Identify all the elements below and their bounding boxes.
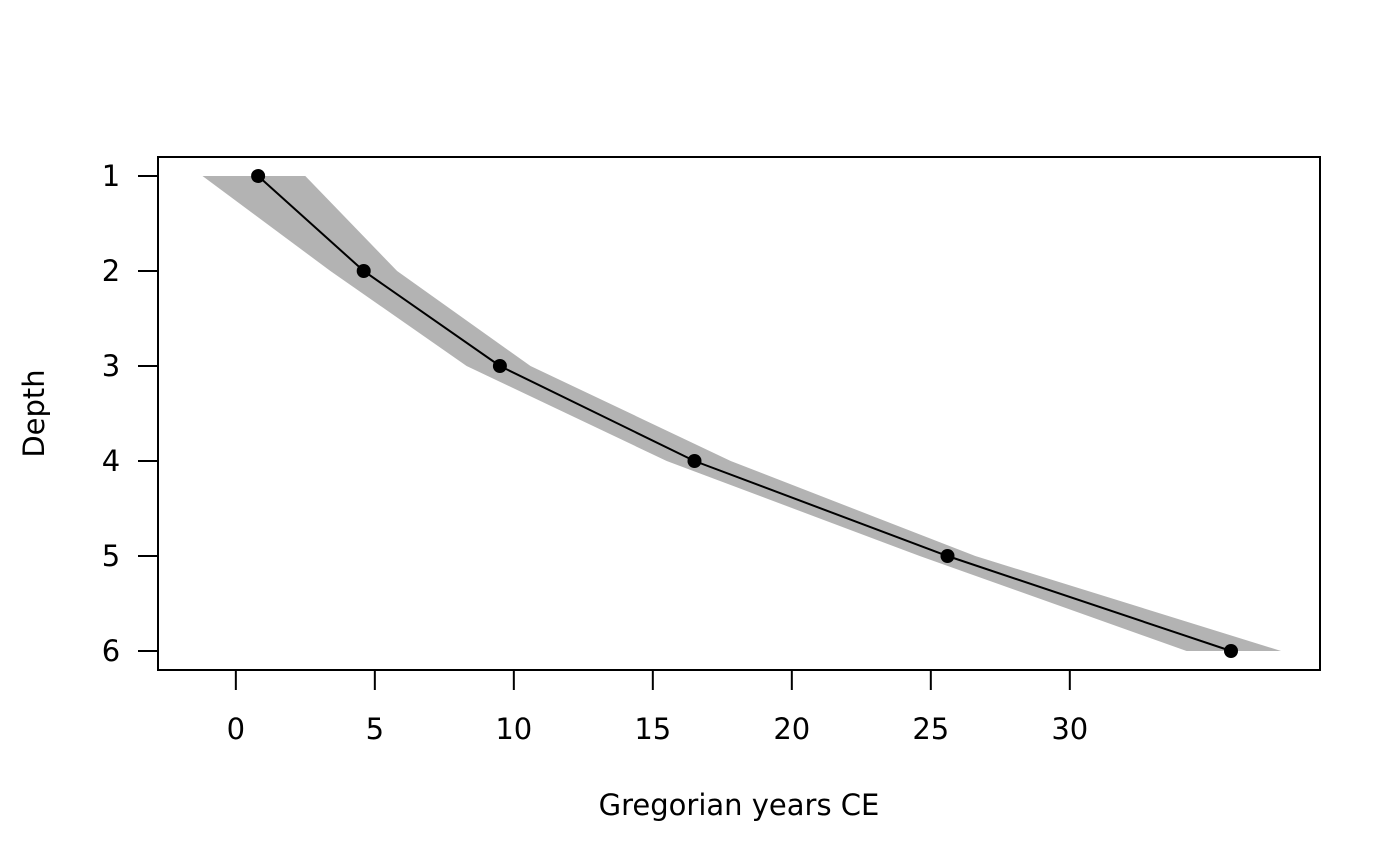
series-line — [257, 175, 1232, 652]
y-tick-label: 4 — [102, 444, 120, 478]
data-point — [1224, 644, 1238, 658]
data-point — [251, 169, 266, 183]
series-layer — [251, 169, 1238, 658]
y-axis-title: Depth — [17, 369, 51, 457]
y-axis: 1 2 3 4 5 6 — [102, 159, 159, 668]
y-tick-label: 1 — [102, 159, 120, 193]
x-tick-label: 25 — [912, 712, 949, 746]
x-axis-title: Gregorian years CE — [599, 788, 880, 822]
y-tick-label: 5 — [102, 539, 120, 573]
x-tick-label: 20 — [773, 712, 810, 746]
y-tick-label: 3 — [102, 349, 120, 383]
x-tick-label: 30 — [1051, 712, 1088, 746]
data-point — [940, 549, 955, 563]
x-tick-label: 5 — [366, 712, 384, 746]
data-point — [687, 454, 702, 468]
uncertainty-band — [202, 176, 1282, 651]
data-point — [492, 359, 507, 373]
uncertainty-band-layer — [202, 176, 1282, 651]
y-tick-label: 6 — [102, 634, 120, 668]
data-point — [356, 264, 371, 278]
y-tick-label: 2 — [102, 254, 120, 288]
x-axis: 0 5 10 15 20 25 30 — [227, 669, 1088, 746]
x-tick-label: 15 — [634, 712, 671, 746]
x-tick-label: 10 — [495, 712, 532, 746]
x-tick-label: 0 — [227, 712, 245, 746]
